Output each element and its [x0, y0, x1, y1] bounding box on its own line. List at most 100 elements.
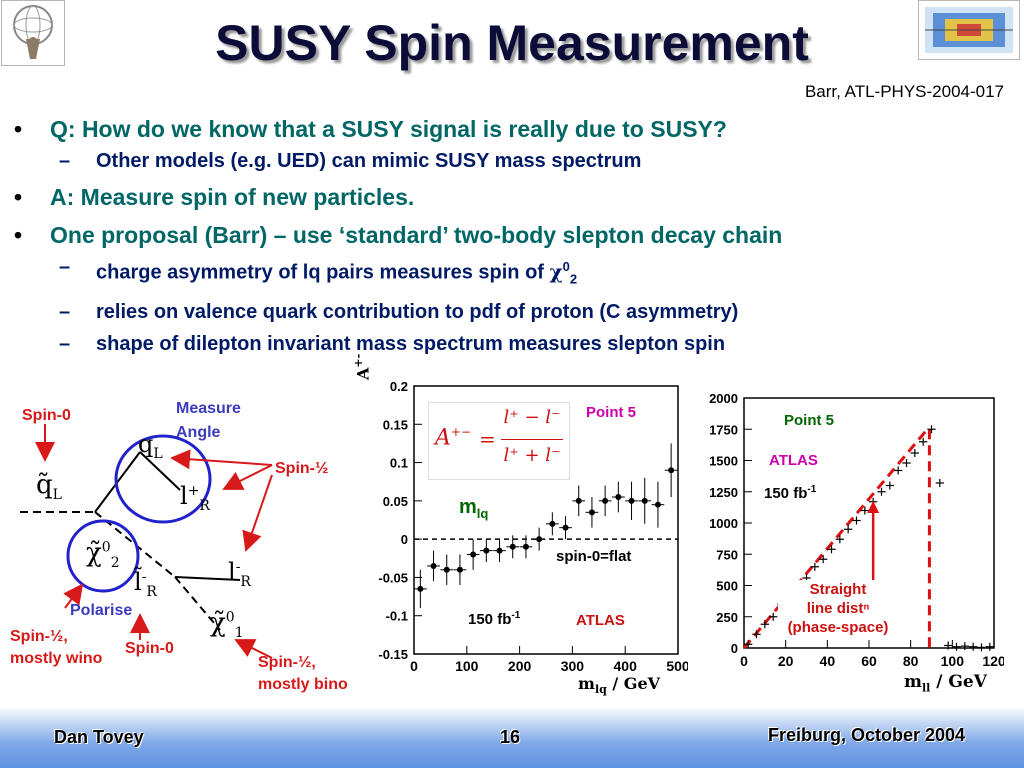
spin-half-arrow-3: [242, 474, 273, 552]
mll-atlas: ATLAS: [769, 452, 818, 469]
straight-line-1: Straight: [809, 581, 867, 598]
footer-event: Freiburg, October 2004: [768, 725, 966, 745]
asym-xtick-label: 0: [410, 658, 418, 674]
atlas-detector-logo: [918, 0, 1020, 60]
asym-ylabel: A+-: [352, 353, 373, 380]
mll-xtick-label: 100: [941, 653, 965, 669]
asym-point: [456, 566, 463, 573]
asym-ytick-label: -0.05: [378, 570, 408, 585]
footer-page-number: 16: [500, 727, 521, 747]
chi-symbol: χ: [549, 259, 563, 284]
asym-point: [536, 536, 543, 543]
mll-ytick-label: 2000: [709, 391, 738, 406]
asym-atlas: ATLAS: [576, 612, 625, 629]
asym-point: [443, 566, 450, 573]
mll-xtick-label: 120: [982, 653, 1004, 669]
asym-xtick-label: 400: [614, 658, 638, 674]
mll-ytick-label: 1250: [709, 485, 738, 500]
asym-point: [654, 501, 661, 508]
mll-ytick-label: 0: [731, 641, 738, 656]
wino-arrow: [63, 583, 84, 609]
mll-straight-label: Straight line distⁿ (phase-space): [778, 580, 898, 637]
asym-point: [483, 547, 490, 554]
straight-line-3: (phase-space): [787, 619, 889, 636]
sub-bullet-dilepton: – shape of dilepton invariant mass spectr…: [14, 329, 1014, 359]
dash-icon: –: [59, 150, 71, 172]
asym-point: [417, 585, 424, 592]
bullet-text: Q: How do we know that a SUSY signal is …: [50, 116, 727, 142]
asym-point5: Point 5: [586, 404, 637, 421]
reference-citation: Barr, ATL-PHYS-2004-017: [804, 82, 1004, 101]
asymmetry-chart-svg: -0.15 -0.1 -0.05 0 0.05 0.1 0.15 0.2 0 100 200 300 4…: [378, 379, 690, 674]
asym-ytick-label: -0.1: [386, 609, 408, 624]
bino-arrow: [234, 639, 273, 659]
asym-frame: [413, 385, 679, 655]
sub-bullet-text: Other models (e.g. UED) can mimic SUSY m…: [96, 150, 642, 172]
wino-label-1: Spin-½,: [10, 628, 68, 645]
slepton-label: l̃-R: [134, 568, 157, 600]
sub-bullet-charge-asym: – charge asymmetry of lq pairs measures s…: [14, 252, 1014, 295]
bullet-dot-icon: •: [14, 222, 23, 248]
chi-superscript: 0: [562, 259, 570, 274]
straight-line-2: line distⁿ: [806, 600, 870, 617]
mll-ytick-label: 500: [716, 579, 738, 594]
asym-ytick-label: 0: [401, 532, 408, 547]
lepton-plus-label: l+R: [180, 482, 210, 514]
neutralino1-label: χ̃01: [210, 608, 244, 642]
bullet-dot-icon: •: [14, 184, 23, 210]
asym-point: [668, 467, 675, 474]
asym-point: [588, 509, 595, 516]
asym-point: [509, 543, 516, 550]
measure-angle-circle: [114, 434, 212, 524]
dash-icon: –: [59, 300, 71, 323]
spin-half-arrow-1: [222, 464, 273, 490]
bullet-text: One proposal (Barr) – use ‘standard’ two…: [50, 222, 783, 248]
footer-author: Dan Tovey: [54, 727, 144, 747]
neutralino1-line: [174, 576, 221, 631]
decay-chain-diagram: q̃L qL l+R χ̃02 l̃-R l-R χ̃01 Spin-0 Mea…: [0, 390, 372, 700]
mll-point5: Point 5: [784, 412, 835, 429]
lepton-plus-line: [139, 451, 181, 491]
footer-bar: [0, 706, 1024, 768]
quark-label: qL: [138, 430, 163, 462]
lepton-minus-label: l-R: [228, 558, 251, 590]
mll-ytick-label: 750: [716, 547, 738, 562]
mll-xtick-label: 60: [861, 653, 877, 669]
asym-ytick-label: 0.05: [383, 494, 408, 509]
mll-ytick-label: 1750: [709, 422, 738, 437]
measure-angle-label-2: Angle: [176, 424, 221, 441]
asym-point: [430, 562, 437, 569]
spin-half-arrow-2: [170, 449, 273, 470]
chi-subscript: 2: [569, 271, 578, 287]
asym-xtick-label: 500: [666, 658, 688, 674]
polarise-label: Polarise: [70, 602, 133, 619]
mll-xtick-label: 0: [740, 653, 748, 669]
bullet-question: • Q: How do we know that a SUSY signal is…: [14, 114, 1014, 144]
bullet-list: • Q: How do we know that a SUSY signal is…: [14, 108, 1014, 359]
mll-chart-svg: 0 250 500 750 1000 1250 1500 1750 2000 0 20 40 60 80 1…: [709, 391, 1006, 669]
mll-xtick-label: 80: [903, 653, 919, 669]
bullet-proposal: • One proposal (Barr) – use ‘standard’ tw…: [14, 220, 1014, 250]
sub-bullet-text: charge asymmetry of lq pairs measures sp…: [96, 261, 550, 284]
slide-title: SUSY Spin Measurement: [215, 15, 809, 71]
asym-point: [496, 547, 503, 554]
mll-arrow-head-icon: [867, 501, 880, 513]
asym-formula: A+− = l⁺ − l⁻ l⁺ + l⁻: [428, 402, 570, 480]
bullet-dot-icon: •: [14, 116, 23, 142]
asym-xtick-label: 200: [508, 658, 532, 674]
asym-point: [615, 494, 622, 501]
bullet-text: A: Measure spin of new particles.: [50, 184, 415, 210]
asym-ytick-label: 0.1: [390, 456, 408, 471]
asym-xlabel: mlq / GeV: [578, 674, 661, 697]
asym-point: [602, 497, 609, 504]
sub-bullet-text: relies on valence quark contribution to …: [96, 300, 739, 323]
mll-ytick-label: 1500: [709, 454, 738, 469]
atlas-figure-logo: [1, 0, 65, 66]
mll-xlabel: mll / GeV: [904, 672, 987, 695]
asym-point: [562, 524, 569, 531]
sub-bullet-valence: – relies on valence quark contribution to…: [14, 297, 1014, 327]
dash-icon: –: [59, 256, 71, 278]
squark-label: q̃L: [36, 470, 62, 504]
asym-point: [641, 497, 648, 504]
asymmetry-chart: -0.15 -0.1 -0.05 0 0.05 0.1 0.15 0.2 0 100 200 300 4…: [348, 354, 690, 700]
